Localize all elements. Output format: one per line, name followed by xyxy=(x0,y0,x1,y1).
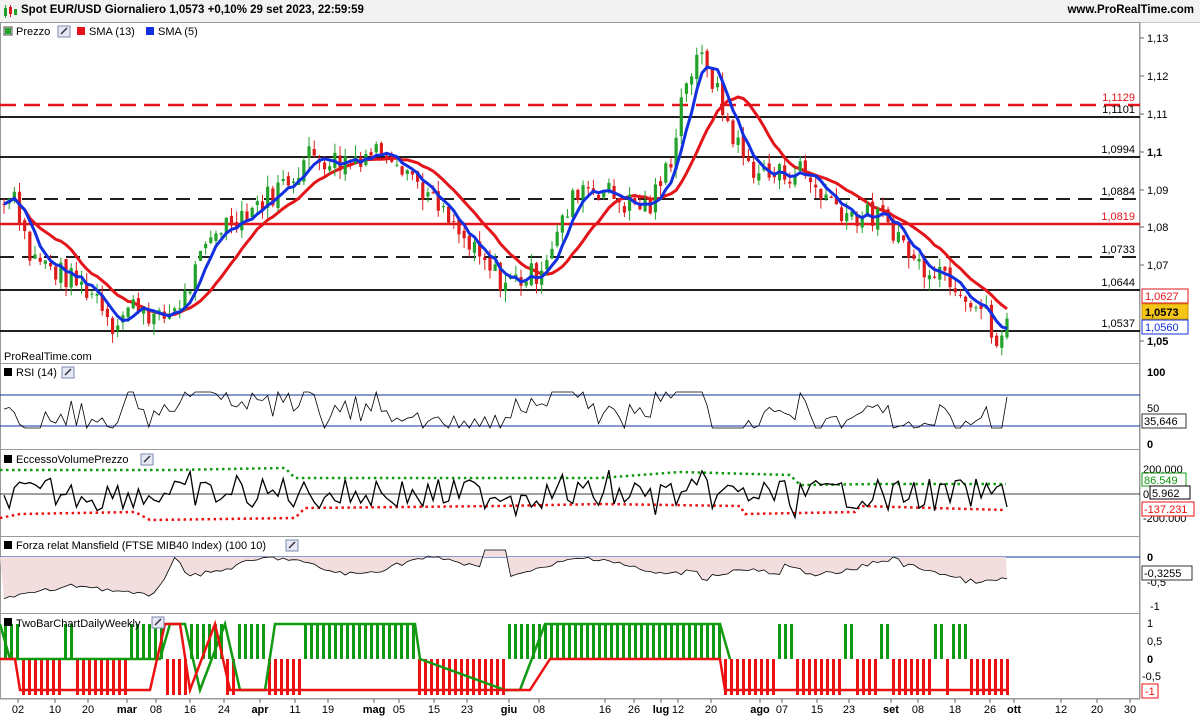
legend-price: Prezzo xyxy=(16,26,50,38)
date-label-10: mag xyxy=(363,704,386,716)
rsi-legend: RSI (14) xyxy=(16,367,57,379)
wrench-icon[interactable] xyxy=(61,366,75,379)
date-label-8: 11 xyxy=(289,704,300,716)
rsi-tick-0: 0 xyxy=(1147,439,1153,451)
price-badges: 1,0627 1,0573 1,0560 xyxy=(1141,288,1189,335)
level-label-2: 1,0994 xyxy=(1101,144,1135,156)
date-label-19: 12 xyxy=(672,704,684,716)
volume-tick-zero: 0 xyxy=(1143,489,1149,501)
date-label-6: 24 xyxy=(218,704,230,716)
twobar-panel: TwoBarChartDailyWeekly 1 0,5 0 -0,5 -1 xyxy=(0,616,1162,699)
price-tick-7: 1,05 xyxy=(1147,336,1168,348)
price-tick-6: 1,07 xyxy=(1147,260,1168,272)
date-axis: 02 10 20 mar 08 16 24 apr 11 19 mag 05 15 23 giu 08 16 26… xyxy=(0,698,1140,716)
mansfield-tick-0: 0 xyxy=(1147,552,1153,564)
level-label-6: 1,0644 xyxy=(1101,277,1135,289)
twobar-tick-05: 0,5 xyxy=(1147,636,1162,648)
date-label-32: 30 xyxy=(1124,704,1136,716)
date-label-20: 20 xyxy=(705,704,717,716)
candlestick-logo-icon xyxy=(4,5,17,18)
chart-header: Spot EUR/USD Giornaliero 1,0573 +0,10% 2… xyxy=(0,0,1200,23)
chart-canvas[interactable]: 1,11291,11011,09941,08841,08191,07331,06… xyxy=(0,22,1200,720)
price-axis-ticks: 1,13 1,12 1,11 1,1 1,09 1,08 1,07 1,05 xyxy=(1140,33,1168,348)
level-label-0: 1,1129 xyxy=(1102,92,1135,104)
mansfield-legend: Forza relat Mansfield (FTSE MIB40 Index)… xyxy=(16,540,266,552)
volume-lower-badge: -137.231 xyxy=(1144,504,1187,516)
watermark: ProRealTime.com xyxy=(4,351,92,363)
wrench-icon[interactable] xyxy=(285,539,299,552)
date-label-14: giu xyxy=(501,704,518,716)
sma13-badge: 1,0627 xyxy=(1145,291,1179,303)
date-label-15: 08 xyxy=(533,704,545,716)
mansfield-value-badge: -0,3255 xyxy=(1144,568,1181,580)
date-label-21: ago xyxy=(750,704,770,716)
price-legend[interactable]: Prezzo SMA (13) SMA (5) xyxy=(3,25,198,38)
rsi-panel: RSI (14) 100 50 0 35,646 xyxy=(0,366,1187,451)
date-label-22: 07 xyxy=(776,704,788,716)
level-label-5: 1,0733 xyxy=(1101,244,1135,256)
twobar-tick-0: 0 xyxy=(1147,654,1153,666)
twobar-legend: TwoBarChartDailyWeekly xyxy=(16,618,141,630)
date-label-2: 20 xyxy=(82,704,94,716)
candlesticks xyxy=(2,44,1009,356)
legend-sma13: SMA (13) xyxy=(89,26,135,38)
date-label-26: 08 xyxy=(912,704,924,716)
date-label-11: 05 xyxy=(393,704,405,716)
twobar-value-badge: -1 xyxy=(1145,686,1155,698)
date-label-13: 23 xyxy=(461,704,473,716)
wrench-icon[interactable] xyxy=(140,453,154,466)
brand-link[interactable]: www.ProRealTime.com xyxy=(1067,4,1194,16)
rsi-tick-50: 50 xyxy=(1147,403,1159,415)
price-tick-5: 1,08 xyxy=(1147,222,1168,234)
date-label-24: 23 xyxy=(843,704,855,716)
date-label-0: 02 xyxy=(12,704,24,716)
date-label-30: 12 xyxy=(1055,704,1067,716)
date-label-28: 26 xyxy=(984,704,996,716)
date-label-3: mar xyxy=(117,704,138,716)
sma5-badge: 1,0560 xyxy=(1145,322,1179,334)
price-tick-0: 1,13 xyxy=(1147,33,1168,45)
level-label-7: 1,0537 xyxy=(1101,318,1135,330)
panel-frames xyxy=(0,22,1140,699)
chart-title: Spot EUR/USD Giornaliero 1,0573 +0,10% 2… xyxy=(21,4,364,16)
mansfield-panel: Forza relat Mansfield (FTSE MIB40 Index)… xyxy=(0,539,1193,613)
price-tick-1: 1,12 xyxy=(1147,71,1168,83)
date-label-31: 20 xyxy=(1091,704,1103,716)
volume-value-badge: 5.962 xyxy=(1152,488,1180,500)
rsi-value-badge: 35,646 xyxy=(1144,416,1178,428)
twobar-tick-neg05: -0,5 xyxy=(1142,671,1161,683)
date-label-29: ott xyxy=(1007,704,1021,716)
date-label-5: 16 xyxy=(184,704,196,716)
date-label-27: 18 xyxy=(949,704,961,716)
twobar-tick-1: 1 xyxy=(1147,618,1153,630)
date-label-17: 26 xyxy=(628,704,640,716)
volume-panel: EccessoVolumePrezzo 200.000 0 -200.000 8… xyxy=(0,453,1195,525)
date-label-18: lug xyxy=(653,704,670,716)
price-tick-4: 1,09 xyxy=(1147,185,1168,197)
date-label-25: set xyxy=(883,704,899,716)
volume-legend: EccessoVolumePrezzo xyxy=(16,454,129,466)
date-label-1: 10 xyxy=(49,704,61,716)
date-label-23: 15 xyxy=(811,704,823,716)
volume-upper-badge: 86.549 xyxy=(1144,475,1178,487)
date-label-4: 08 xyxy=(150,704,162,716)
level-label-4: 1,0819 xyxy=(1101,211,1135,223)
level-label-1: 1,1101 xyxy=(1102,104,1135,116)
rsi-tick-100: 100 xyxy=(1147,367,1165,379)
date-label-16: 16 xyxy=(599,704,611,716)
mansfield-tick-neg1: -1 xyxy=(1150,601,1160,613)
legend-sma5: SMA (5) xyxy=(158,26,198,38)
wrench-icon[interactable] xyxy=(57,25,71,38)
date-label-12: 15 xyxy=(428,704,440,716)
level-label-3: 1,0884 xyxy=(1101,186,1135,198)
date-label-7: apr xyxy=(251,704,269,716)
wrench-icon[interactable] xyxy=(151,616,165,629)
price-tick-3: 1,1 xyxy=(1147,147,1162,159)
sma-5-line xyxy=(3,65,1008,331)
date-label-9: 19 xyxy=(322,704,334,716)
price-badge: 1,0573 xyxy=(1145,307,1179,319)
price-tick-2: 1,11 xyxy=(1147,109,1168,121)
